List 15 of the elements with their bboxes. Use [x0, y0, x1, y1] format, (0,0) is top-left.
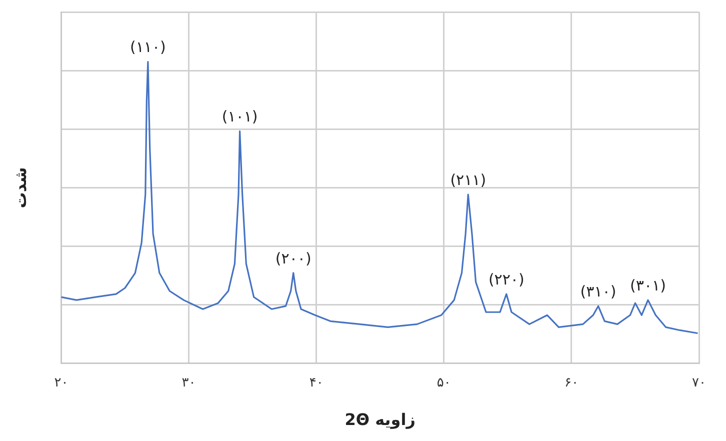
x-tick-label: ۷۰ [692, 376, 706, 391]
y-axis-title: شدت [10, 167, 30, 208]
x-tick-label: ۴۰ [309, 376, 324, 391]
annotation: (۱۱۰) [130, 38, 166, 56]
x-tick-label: ۶۰ [564, 376, 578, 391]
annotation: (۳۰۱) [630, 276, 666, 294]
annotation: (۳۱۰) [580, 282, 616, 300]
annotation: (۲۲۰) [488, 270, 524, 288]
annotation: (۲۰۰) [275, 249, 312, 268]
annotation: (۲۱۱) [450, 170, 486, 189]
x-axis-title: زاویه 2Θ [344, 410, 416, 430]
x-tick-label: ۲۰ [54, 376, 68, 391]
annotation: (۱۰۱) [222, 108, 258, 126]
x-tick-label: ۳۰ [182, 376, 196, 391]
x-tick-label: ۵۰ [436, 376, 451, 391]
